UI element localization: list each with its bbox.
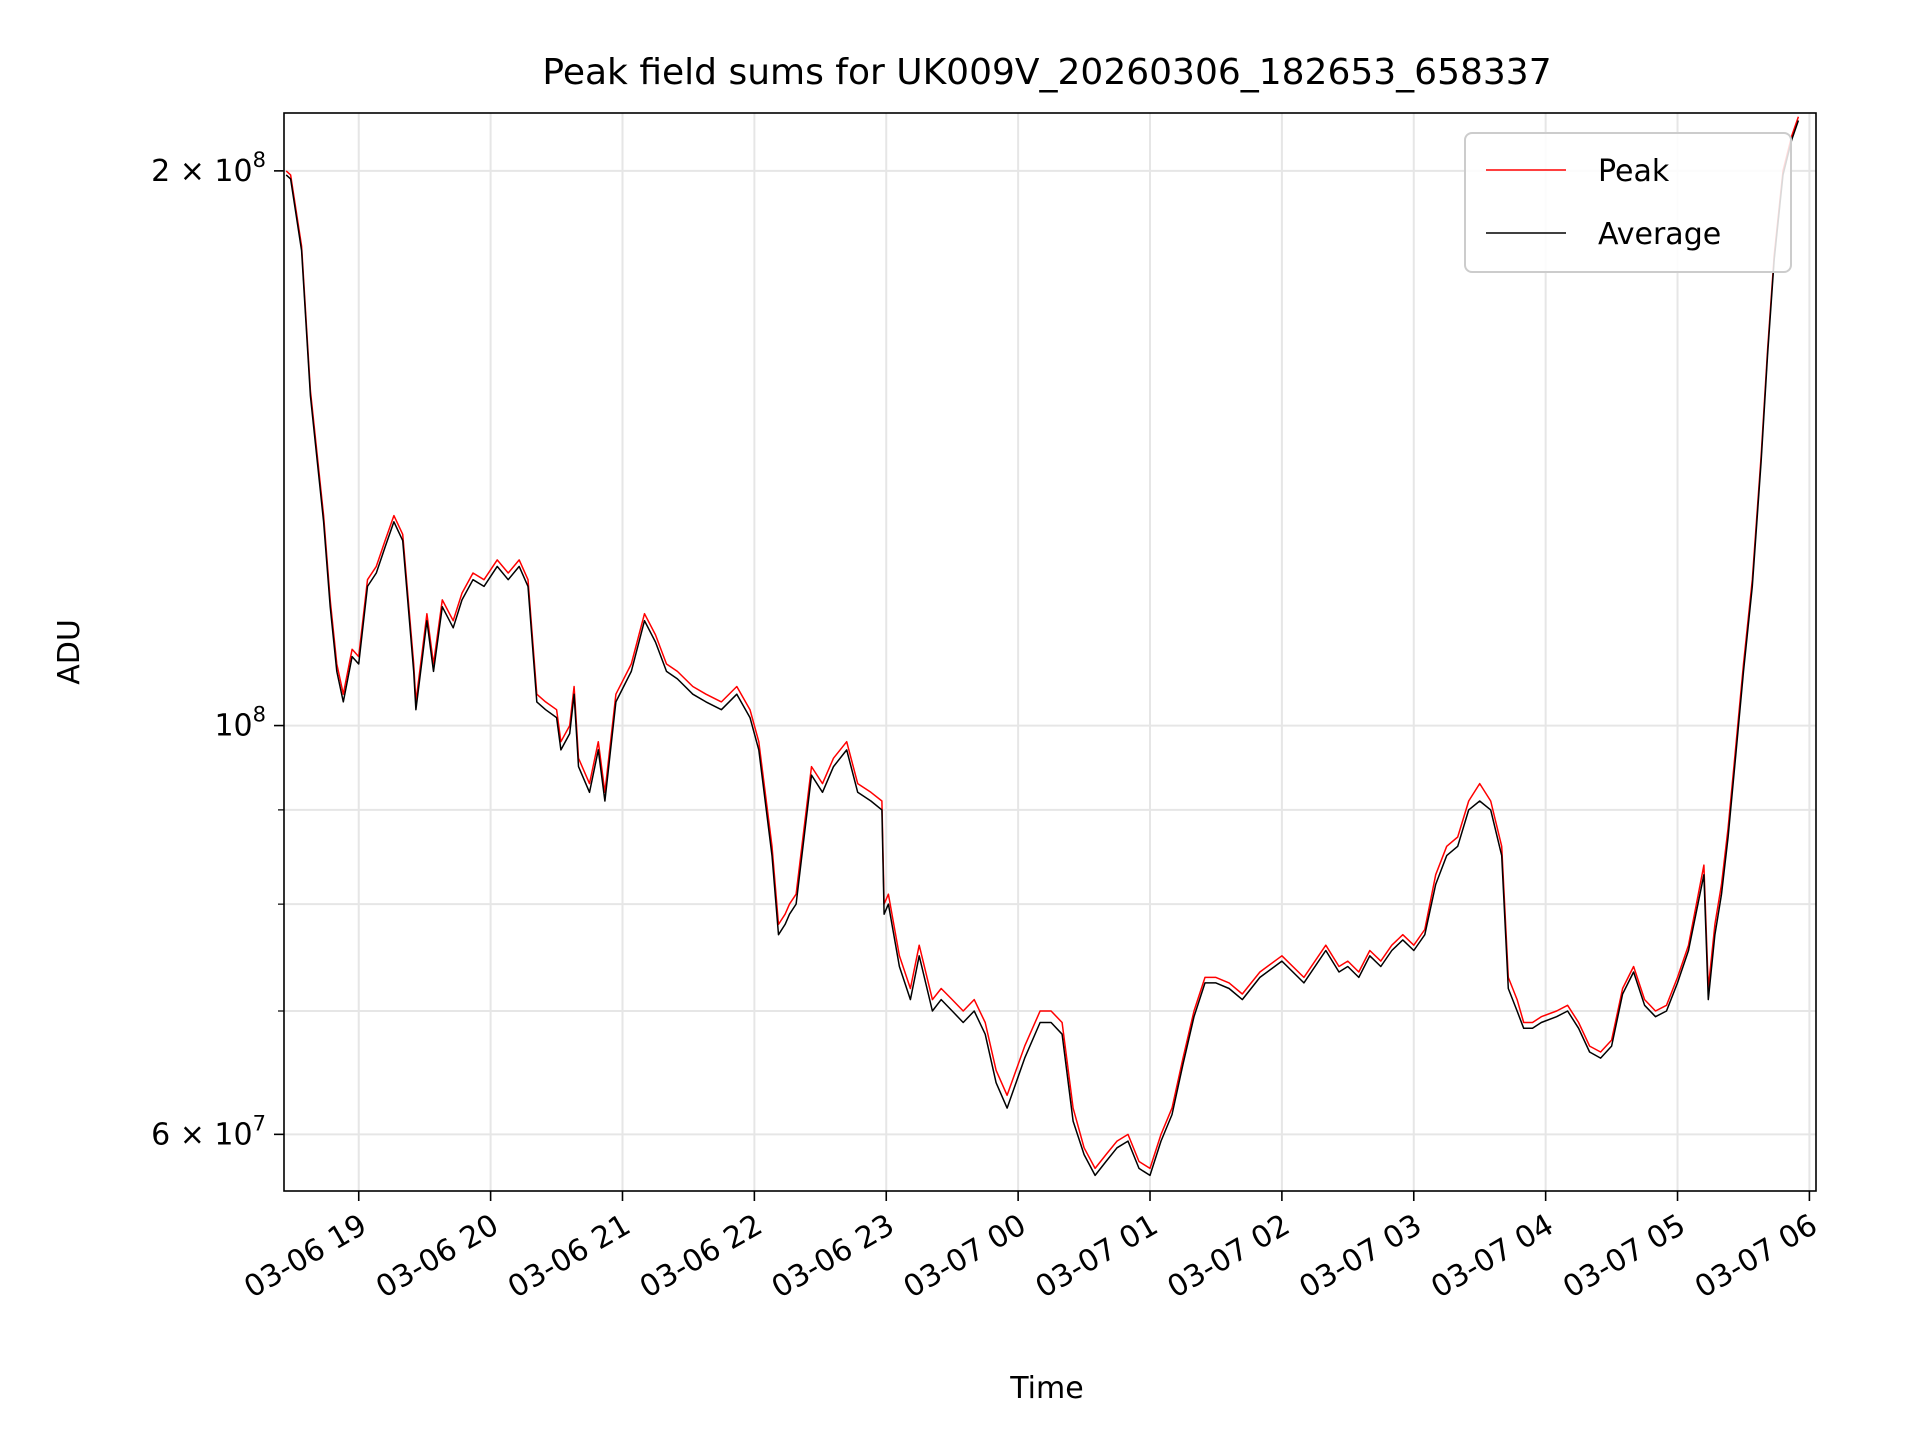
- series-line-average: [285, 120, 1800, 1177]
- y-tick-label-0: 6 × 107: [151, 1111, 266, 1152]
- series-line-peak: [285, 116, 1800, 1170]
- legend-label-peak: Peak: [1598, 154, 1670, 189]
- y-axis: 6 × 107 108 2 × 108: [151, 148, 284, 1152]
- x-axis-label: Time: [1009, 1371, 1083, 1406]
- plot-series: [285, 116, 1800, 1177]
- plot-frame: [283, 112, 1817, 1192]
- y-tick-label-2: 2 × 108: [151, 148, 266, 189]
- grid: [284, 113, 1816, 1191]
- legend-box: [1464, 132, 1792, 273]
- y-axis-label: ADU: [52, 619, 87, 685]
- legend: Peak Average: [1464, 132, 1792, 273]
- chart-title: Peak field sums for UK009V_20260306_1826…: [542, 52, 1551, 93]
- y-tick-label-1: 108: [214, 703, 266, 744]
- legend-label-average: Average: [1598, 217, 1721, 252]
